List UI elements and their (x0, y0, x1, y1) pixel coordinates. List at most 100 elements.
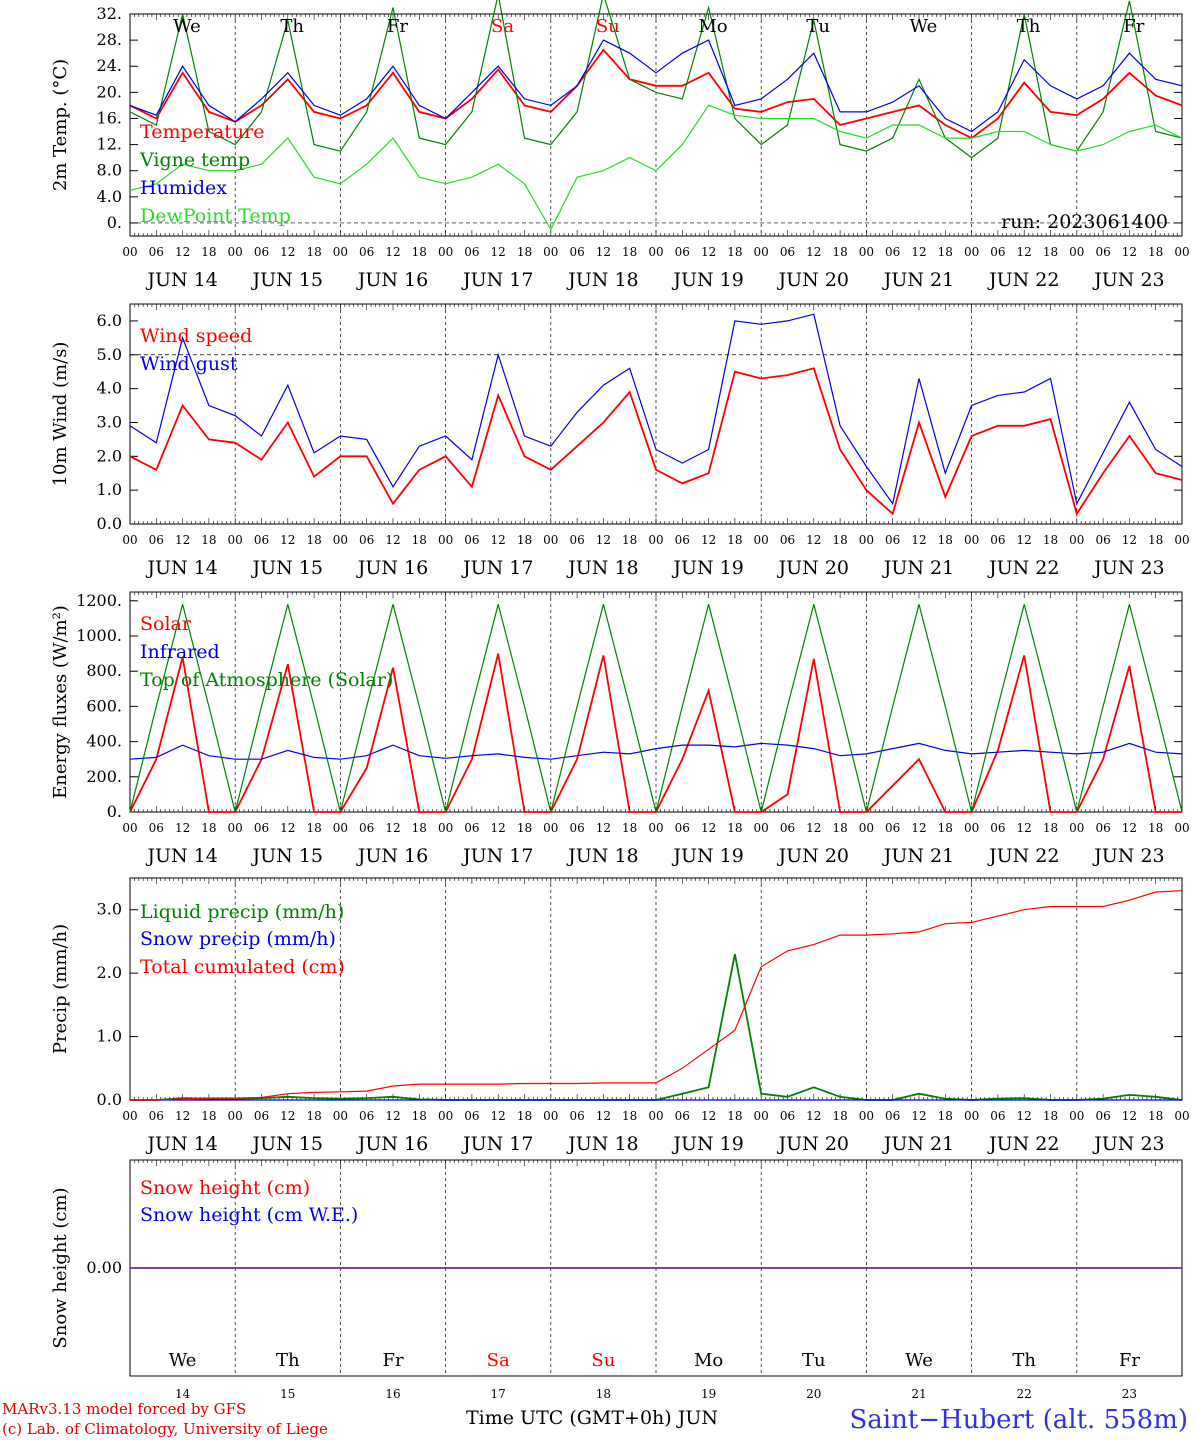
hour-label: 00 (859, 533, 874, 547)
date-label: JUN 15 (251, 1133, 323, 1155)
hour-label: 06 (464, 1109, 479, 1123)
weekday-label: Tu (802, 1350, 826, 1371)
hour-label: 12 (175, 245, 190, 259)
hour-label: 18 (938, 533, 953, 547)
hour-label: 18 (1043, 1109, 1058, 1123)
hour-label: 00 (1174, 245, 1189, 259)
hour-label: 06 (885, 1109, 900, 1123)
legend-entry: DewPoint Temp (140, 205, 291, 227)
hour-label: 12 (175, 1109, 190, 1123)
date-label: JUN 23 (1092, 1133, 1164, 1155)
hour-label: 18 (832, 533, 847, 547)
footer-model: MARv3.13 model forced by GFS (2, 1400, 246, 1418)
series-line-3-2 (129, 742, 1183, 760)
hour-label: 12 (1122, 245, 1137, 259)
y-tick-label: 3.0 (97, 412, 122, 431)
date-label: JUN 20 (777, 845, 849, 867)
date-label: JUN 15 (251, 269, 323, 291)
hour-label: 12 (806, 821, 821, 835)
hour-label: 06 (780, 821, 795, 835)
weekday-label: Fr (382, 1350, 403, 1371)
hour-label: 18 (1148, 1109, 1163, 1123)
weekday-label: Fr (387, 16, 408, 37)
hour-label: 00 (543, 533, 558, 547)
date-label: JUN 23 (1092, 845, 1164, 867)
legend-entry: Temperature (140, 121, 264, 143)
y-tick-label: 2.0 (97, 963, 122, 982)
weekday-label: Mo (694, 1350, 723, 1371)
hour-label: 06 (569, 245, 584, 259)
hour-label: 00 (859, 1109, 874, 1123)
hour-label: 12 (1017, 245, 1032, 259)
hour-label: 00 (859, 245, 874, 259)
date-label: JUN 14 (145, 269, 217, 291)
y-axis-title: Snow height (cm) (50, 1187, 71, 1348)
hour-label: 12 (806, 1109, 821, 1123)
hour-label: 06 (675, 533, 690, 547)
date-label: JUN 22 (987, 557, 1059, 579)
hour-label: 06 (149, 245, 164, 259)
hour-label: 12 (911, 533, 926, 547)
legend-entry: Snow height (cm W.E.) (140, 1204, 358, 1226)
hour-label: 18 (727, 533, 742, 547)
hour-label: 06 (359, 245, 374, 259)
hour-label: 18 (622, 1109, 637, 1123)
station-name: Saint−Hubert (alt. 558m) (849, 1405, 1188, 1435)
hour-label: 06 (675, 245, 690, 259)
hour-label: 18 (517, 1109, 532, 1123)
hour-label: 06 (990, 245, 1005, 259)
hour-label: 06 (569, 1109, 584, 1123)
y-tick-label: 1200. (76, 591, 122, 610)
hour-label: 18 (412, 245, 427, 259)
hour-label: 12 (701, 245, 716, 259)
y-tick-label: 3.0 (97, 900, 122, 919)
hour-label: 18 (201, 821, 216, 835)
legend-entry: Total cumulated (cm) (140, 956, 345, 978)
day-number: 20 (806, 1387, 821, 1401)
hour-label: 06 (780, 1109, 795, 1123)
hour-label: 00 (964, 245, 979, 259)
hour-label: 00 (333, 821, 348, 835)
hour-label: 00 (228, 533, 243, 547)
hour-label: 06 (149, 533, 164, 547)
date-label: JUN 22 (987, 269, 1059, 291)
series-line-1-2 (129, 0, 1183, 159)
legend-entry: Vigne temp (139, 149, 250, 171)
date-label: JUN 18 (566, 557, 638, 579)
hour-label: 18 (306, 1109, 321, 1123)
hour-label: 00 (1174, 533, 1189, 547)
weekday-label: Sa (487, 1350, 510, 1371)
day-number: 19 (701, 1387, 716, 1401)
hour-label: 12 (491, 533, 506, 547)
y-tick-label: 20. (97, 82, 122, 101)
y-tick-label: 0.0 (97, 514, 122, 533)
day-number: 17 (491, 1387, 506, 1401)
series-line-3-3 (129, 604, 1183, 813)
hour-label: 18 (201, 245, 216, 259)
y-axis-title: 2m Temp. (°C) (50, 59, 71, 191)
hour-label: 00 (333, 533, 348, 547)
hour-label: 00 (543, 821, 558, 835)
y-tick-label: 600. (86, 696, 122, 715)
hour-label: 18 (1043, 821, 1058, 835)
hour-label: 18 (1043, 533, 1058, 547)
date-label: JUN 23 (1092, 557, 1164, 579)
hour-label: 18 (306, 245, 321, 259)
hour-label: 18 (1148, 245, 1163, 259)
hour-label: 18 (306, 533, 321, 547)
y-tick-label: 1.0 (97, 1027, 122, 1046)
legend-entry: Snow height (cm) (140, 1177, 310, 1199)
date-label: JUN 17 (461, 269, 533, 291)
hour-label: 12 (596, 821, 611, 835)
hour-label: 00 (964, 533, 979, 547)
hour-label: 12 (701, 533, 716, 547)
date-label: JUN 19 (671, 557, 743, 579)
hour-label: 18 (622, 533, 637, 547)
y-tick-label: 28. (97, 30, 122, 49)
hour-label: 18 (517, 821, 532, 835)
hour-label: 18 (201, 533, 216, 547)
weekday-label: We (910, 16, 938, 37)
hour-label: 06 (569, 821, 584, 835)
y-tick-label: 200. (86, 767, 122, 786)
